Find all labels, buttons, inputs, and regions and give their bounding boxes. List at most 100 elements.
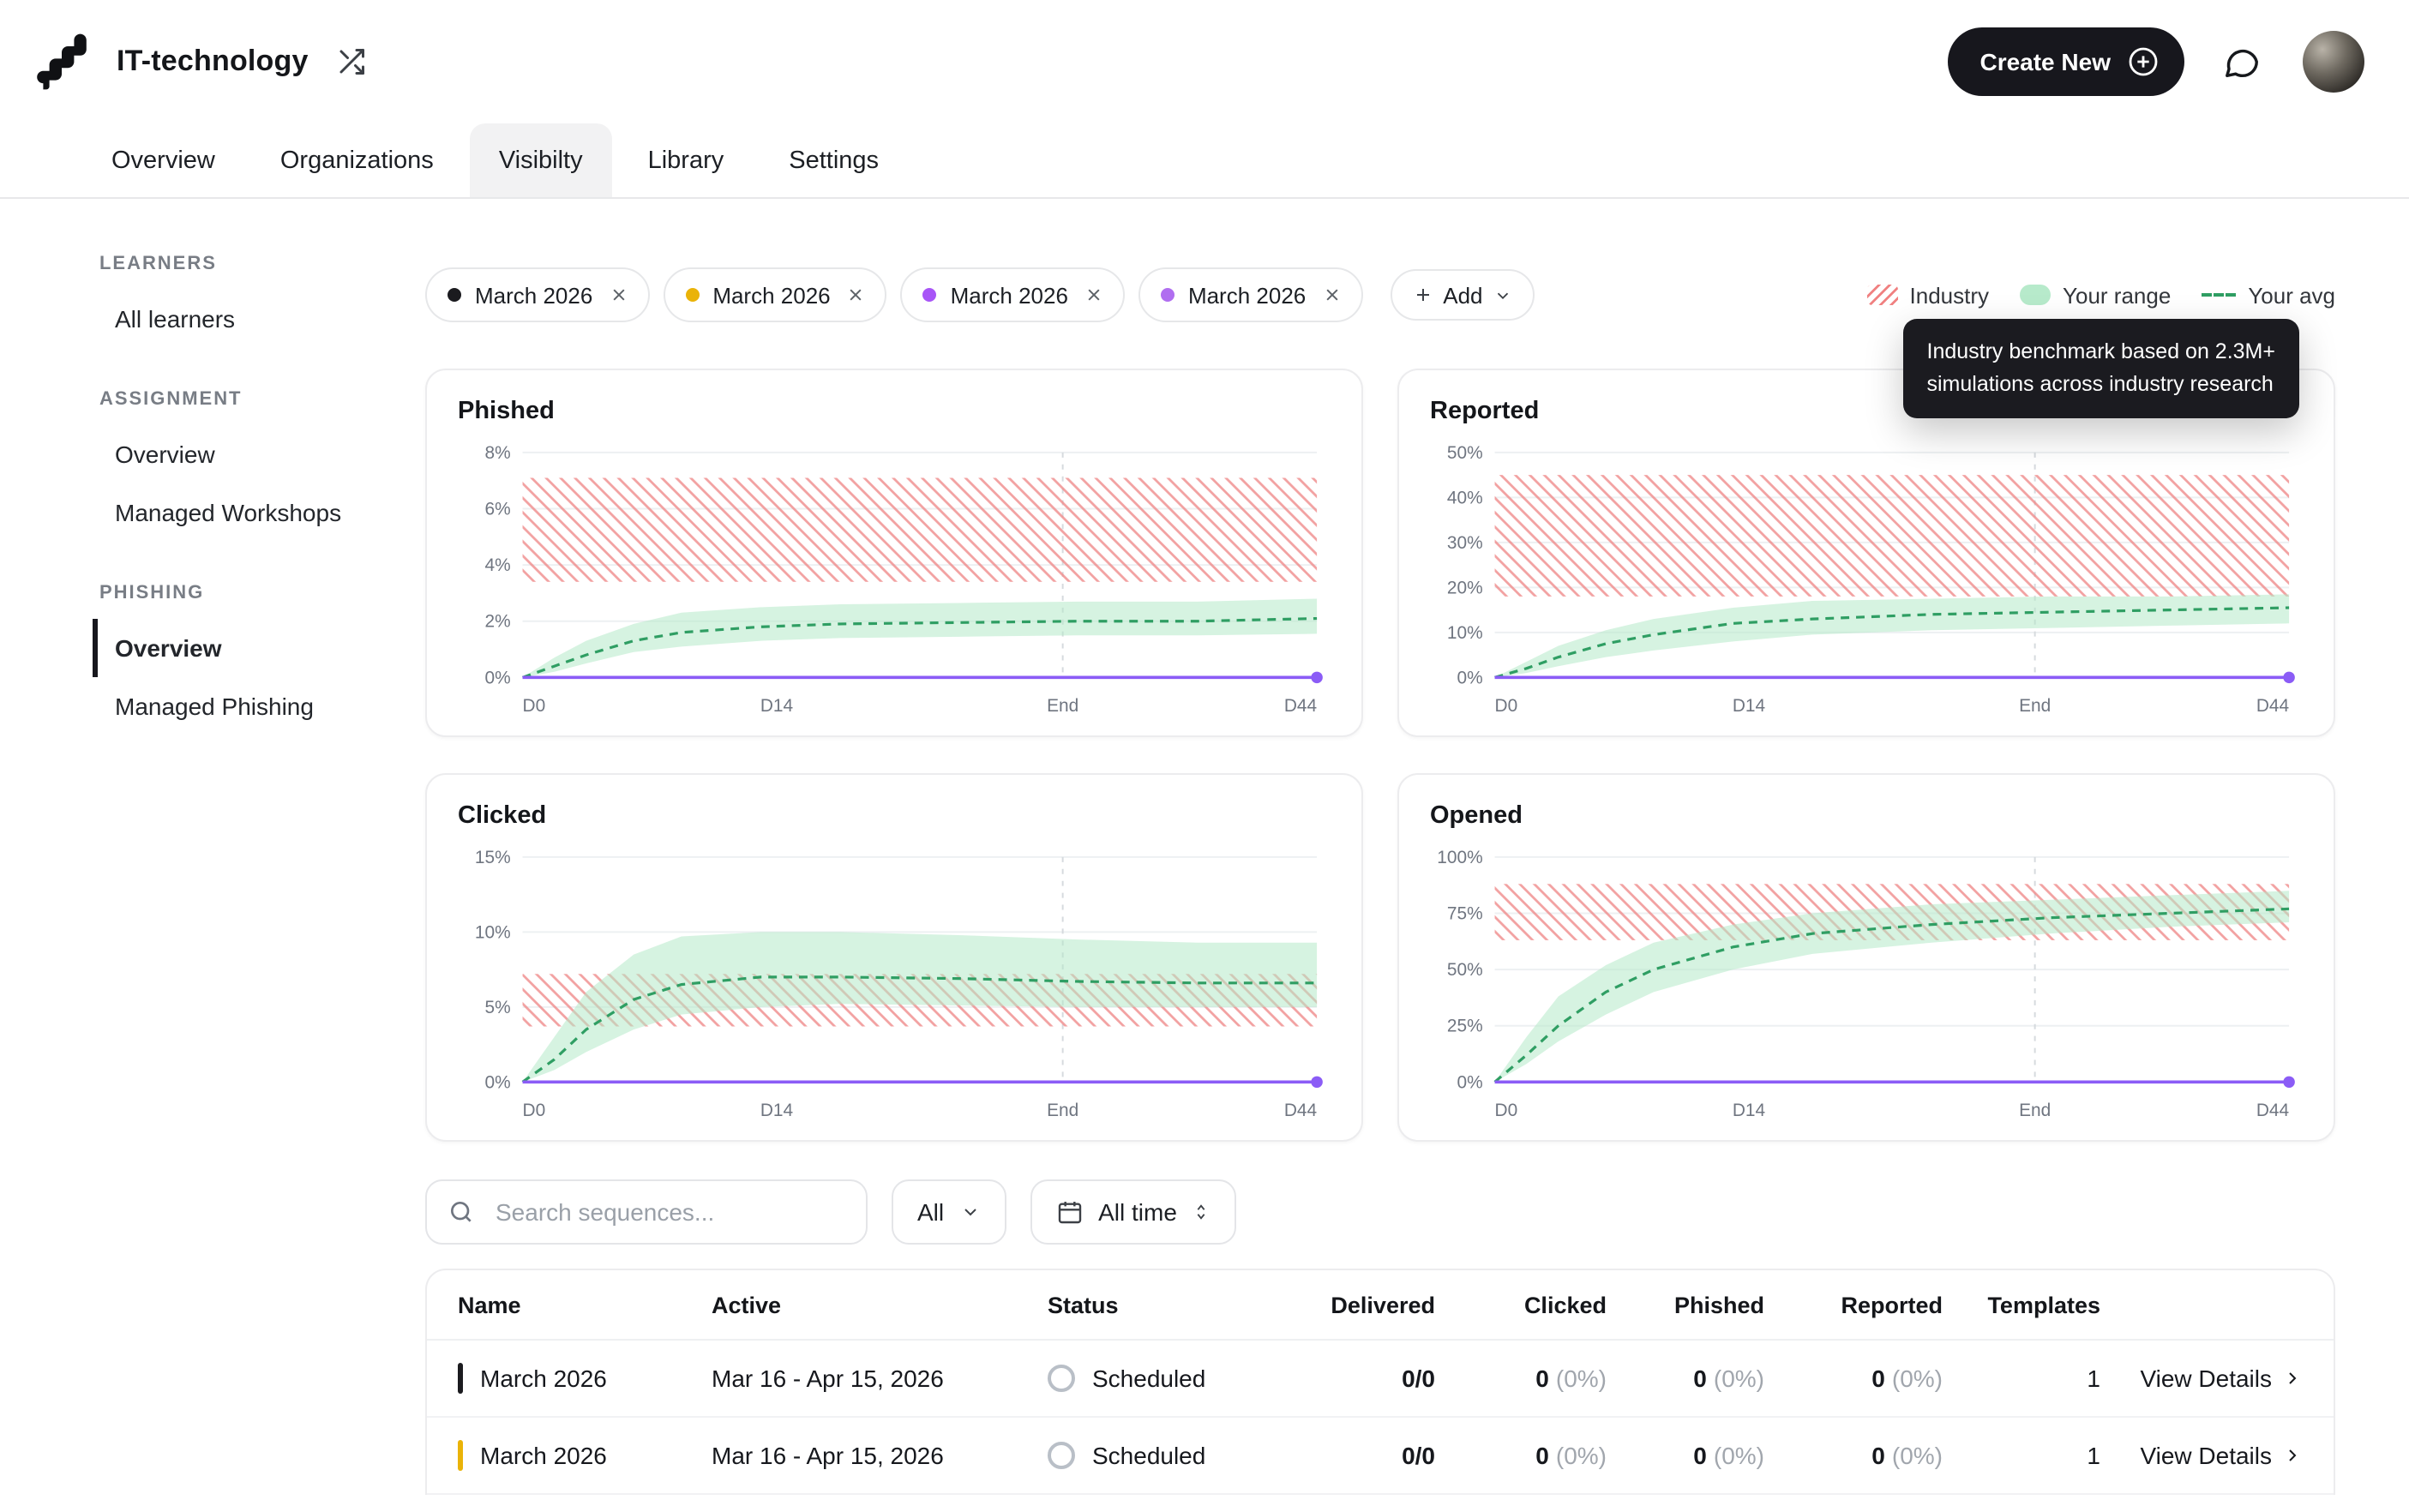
legend-industry-label: Industry [1909, 282, 1990, 308]
app-logo [31, 31, 93, 93]
chart-card-phished: Phished 8% 6% 4% 2% 0% D0 D14 End D44 [425, 369, 1363, 738]
status-filter-label: All [917, 1198, 945, 1227]
chat-icon[interactable] [2222, 42, 2262, 81]
svg-text:50%: 50% [1447, 960, 1483, 980]
col-status: Status [1048, 1292, 1119, 1318]
sidebar-item-phishing-overview[interactable]: Overview [93, 619, 405, 677]
calendar-icon [1055, 1198, 1083, 1226]
reported-cell: 0 (0%) [1871, 1365, 1943, 1393]
tab-organizations[interactable]: Organizations [279, 147, 434, 174]
filter-chip[interactable]: March 2026 [663, 267, 887, 322]
chevron-down-icon [959, 1202, 980, 1222]
svg-text:15%: 15% [475, 848, 511, 867]
sidebar-item-all-learners[interactable]: All learners [115, 305, 236, 333]
table-row: March 2026 Mar 16 - Apr 15, 2026 Schedul… [427, 1341, 2334, 1419]
chart-title-opened: Opened [1430, 802, 1523, 831]
close-icon[interactable] [610, 286, 627, 303]
legend-your-range-label: Your range [2063, 282, 2172, 308]
svg-text:D0: D0 [1495, 696, 1518, 716]
sidebar-heading-phishing: PHISHING [99, 583, 205, 603]
sequence-name-cell: March 2026 [427, 1440, 698, 1472]
shuffle-icon[interactable] [336, 46, 367, 77]
tooltip-line2: simulations across industry research [1926, 371, 2274, 396]
page-title: IT-technology [117, 45, 309, 77]
svg-text:D14: D14 [1733, 1101, 1765, 1120]
time-range-dropdown[interactable]: All time [1030, 1179, 1237, 1245]
tab-library[interactable]: Library [647, 147, 724, 174]
svg-text:D44: D44 [1284, 1101, 1317, 1120]
sidebar: LEARNERS All learners ASSIGNMENT Overvie… [0, 199, 405, 1495]
svg-text:8%: 8% [484, 443, 510, 463]
top-bar: IT-technology Create New [0, 0, 2409, 123]
svg-text:D0: D0 [523, 1101, 546, 1120]
chevron-right-icon [2282, 1445, 2303, 1466]
row-color-bar [458, 1363, 463, 1395]
sequences-table: Name Active Status Delivered Clicked Phi… [425, 1269, 2335, 1496]
col-reported: Reported [1841, 1292, 1943, 1318]
your-range-swatch-icon [2020, 285, 2052, 305]
series-color-dot [685, 288, 700, 302]
table-row: March 2026 Mar 16 - Apr 15, 2026 Schedul… [427, 1418, 2334, 1496]
close-icon[interactable] [1085, 286, 1102, 303]
chart-title-reported: Reported [1430, 398, 1540, 425]
svg-text:End: End [1047, 1101, 1078, 1120]
avatar[interactable] [2303, 31, 2364, 93]
svg-text:D44: D44 [2256, 1101, 2289, 1120]
svg-text:D0: D0 [1495, 1101, 1518, 1120]
tab-overview[interactable]: Overview [111, 147, 215, 174]
chart-card-opened: Opened 100% 75% 50% 25% 0% D0 D14 End D44 [1397, 773, 2335, 1143]
sidebar-heading-assignment: ASSIGNMENT [99, 389, 243, 410]
sidebar-item-managed-phishing[interactable]: Managed Phishing [115, 693, 314, 720]
svg-text:25%: 25% [1447, 1017, 1483, 1036]
view-details-button[interactable]: View Details [2114, 1442, 2334, 1469]
sidebar-item-assignment-overview[interactable]: Overview [115, 441, 215, 468]
svg-text:100%: 100% [1437, 848, 1482, 867]
clicked-chart: 15% 10% 5% 0% D0 D14 End D44 [458, 840, 1331, 1126]
filter-chip[interactable]: March 2026 [1138, 267, 1363, 322]
chevron-right-icon [2282, 1368, 2303, 1389]
your-avg-swatch-icon [2202, 293, 2237, 297]
sequence-name: March 2026 [480, 1442, 607, 1470]
status-label: Scheduled [1092, 1442, 1206, 1470]
search-input[interactable] [492, 1197, 845, 1228]
sequence-name-cell: March 2026 [427, 1363, 698, 1395]
svg-text:10%: 10% [475, 922, 511, 942]
search-box[interactable] [425, 1179, 868, 1245]
sidebar-heading-learners: LEARNERS [99, 254, 217, 274]
close-icon[interactable] [848, 286, 865, 303]
chart-card-reported: Reported 50% 40% 30% 20% 10% 0% D0 D14 End D44 [1397, 369, 2335, 738]
add-filter-button[interactable]: Add [1390, 269, 1535, 321]
status-filter-dropdown[interactable]: All [892, 1179, 1006, 1245]
sidebar-item-managed-workshops[interactable]: Managed Workshops [115, 499, 342, 526]
close-icon[interactable] [1323, 286, 1340, 303]
tab-settings[interactable]: Settings [789, 147, 880, 174]
filter-chip[interactable]: March 2026 [900, 267, 1125, 322]
chip-label: March 2026 [475, 282, 593, 308]
svg-text:4%: 4% [484, 555, 510, 575]
chip-label: March 2026 [712, 282, 831, 308]
view-details-button[interactable]: View Details [2114, 1365, 2334, 1392]
svg-text:D0: D0 [523, 696, 546, 716]
legend-your-range: Your range [2020, 282, 2171, 308]
legend-your-avg: Your avg [2202, 282, 2335, 308]
svg-text:2%: 2% [484, 612, 510, 632]
chip-label: March 2026 [950, 282, 1068, 308]
status-cell: Scheduled [1034, 1365, 1291, 1393]
add-label: Add [1443, 282, 1483, 308]
svg-text:30%: 30% [1447, 533, 1483, 553]
filter-chip[interactable]: March 2026 [425, 267, 650, 322]
chart-card-clicked: Clicked 15% 10% 5% 0% D0 D14 End D44 [425, 773, 1363, 1143]
chevron-down-icon [1493, 285, 1512, 304]
phished-chart: 8% 6% 4% 2% 0% D0 D14 End D44 [458, 435, 1331, 722]
svg-text:40%: 40% [1447, 488, 1483, 507]
create-new-button[interactable]: Create New [1947, 27, 2184, 96]
reported-chart: 50% 40% 30% 20% 10% 0% D0 D14 End D44 [1430, 435, 2303, 722]
primary-nav: Overview Organizations Visibilty Library… [0, 123, 2409, 199]
tab-visibilty[interactable]: Visibilty [469, 123, 612, 197]
svg-text:0%: 0% [1457, 668, 1482, 687]
clicked-cell: 0 (0%) [1535, 1442, 1607, 1470]
legend-industry: Industry [1866, 282, 1990, 308]
updown-chevrons-icon [1192, 1200, 1211, 1224]
sequence-toolbar: All All time [425, 1179, 2335, 1245]
sequence-name: March 2026 [480, 1365, 607, 1393]
